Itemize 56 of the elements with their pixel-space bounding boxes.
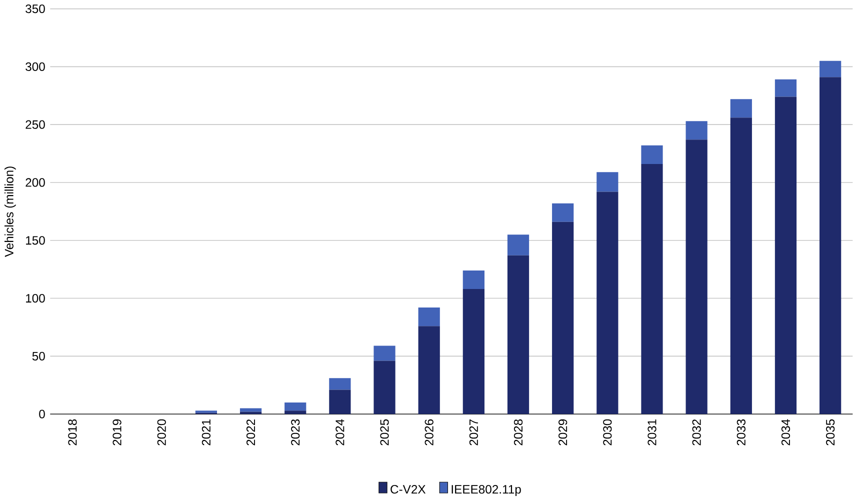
bar <box>329 378 351 390</box>
bar <box>552 203 574 222</box>
bar <box>552 222 574 414</box>
bar <box>462 270 484 290</box>
x-tick-label: 2023 <box>291 419 300 446</box>
x-tick-label: 2034 <box>781 419 790 446</box>
legend-label: C-V2X <box>390 485 426 494</box>
x-tick-label: 2018 <box>68 419 77 446</box>
bar <box>730 118 752 414</box>
bar <box>686 140 708 414</box>
x-tick-label: 2032 <box>692 419 701 446</box>
x-tick-label: 2026 <box>424 419 434 446</box>
y-tick-label: 200 <box>26 178 45 187</box>
bar <box>418 326 440 414</box>
x-tick-label: 2022 <box>246 419 256 446</box>
x-tick-label: 2031 <box>648 419 656 446</box>
x-tick-label: 2024 <box>336 419 344 446</box>
y-tick-label: 250 <box>26 120 45 129</box>
bar <box>596 172 618 192</box>
y-tick-label: 150 <box>26 236 45 245</box>
x-tick-label: 2033 <box>736 419 746 446</box>
x-tick-label: 2025 <box>380 419 389 446</box>
bar <box>284 410 306 414</box>
bar <box>507 255 530 414</box>
x-tick-label: 2029 <box>558 419 568 446</box>
bar <box>329 390 351 414</box>
bar <box>820 60 842 78</box>
legend-label: IEEE802.11p <box>452 485 521 496</box>
bar <box>641 145 663 164</box>
y-tick-label: 50 <box>32 352 45 361</box>
bar <box>774 96 797 414</box>
x-tick-label: 2020 <box>157 419 166 446</box>
y-tick-label: 300 <box>26 62 45 72</box>
bar <box>374 360 396 414</box>
bar <box>284 402 306 411</box>
y-tick-label: 350 <box>26 4 45 14</box>
bar <box>507 234 530 256</box>
bar <box>641 164 663 414</box>
bar <box>730 99 752 118</box>
bar <box>596 192 618 414</box>
x-tick-label: 2021 <box>202 419 211 446</box>
x-tick-label: 2028 <box>514 419 523 446</box>
y-tick-label: 100 <box>26 294 45 303</box>
bar <box>240 408 262 412</box>
bar <box>418 308 440 326</box>
bar <box>820 77 842 414</box>
y-axis-title: Vehicles (million) <box>4 166 16 258</box>
bar <box>686 121 708 140</box>
y-tick-label: 0 <box>39 410 45 418</box>
bar <box>374 346 396 361</box>
x-tick-label: 2019 <box>112 419 122 446</box>
bar <box>774 79 797 97</box>
bar <box>462 289 484 414</box>
x-tick-label: 2030 <box>603 419 612 446</box>
x-tick-label: 2035 <box>826 419 835 446</box>
x-tick-label: 2027 <box>469 419 478 446</box>
